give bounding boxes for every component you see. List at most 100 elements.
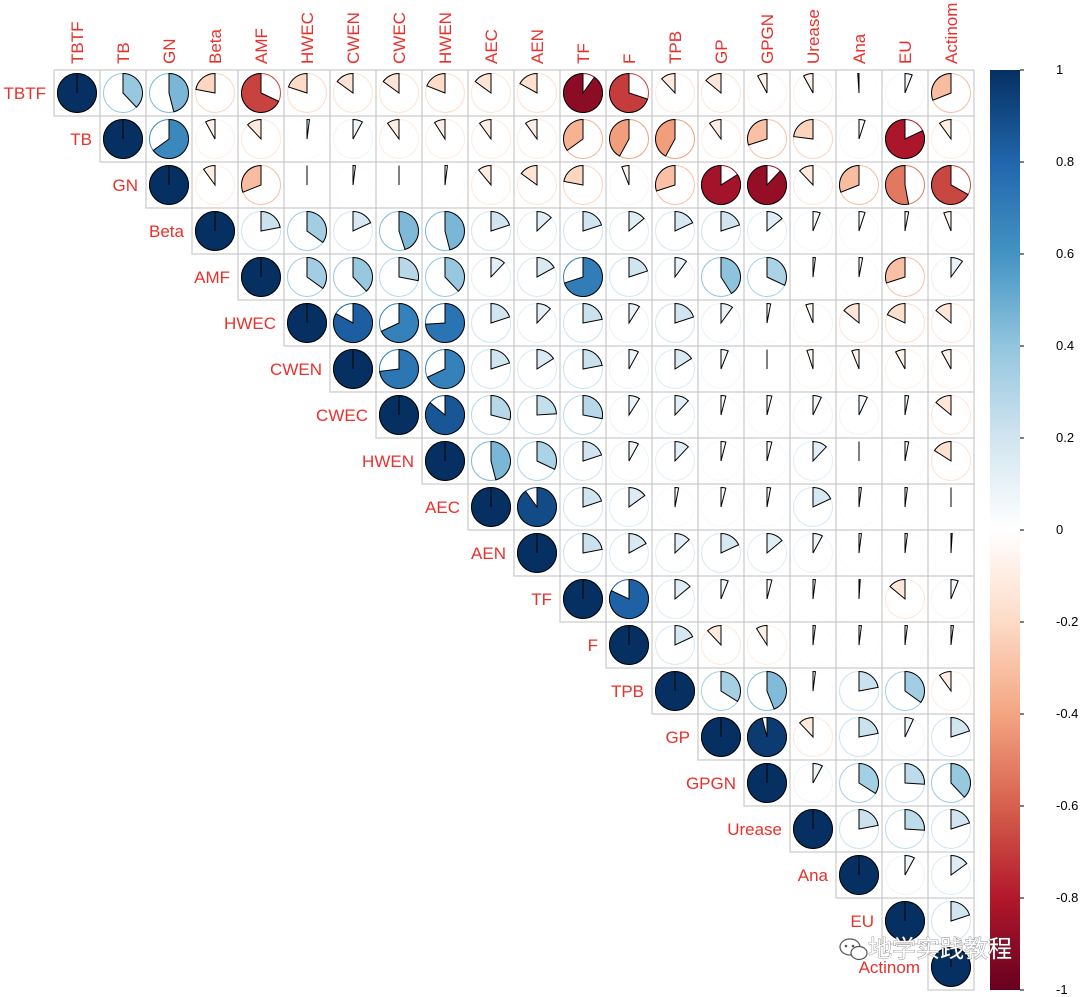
cell-F-GP <box>697 621 745 669</box>
pie-wedge <box>674 624 694 646</box>
cell-TPB-Urease <box>789 667 837 715</box>
cell-CWEN-CWEN <box>329 345 377 393</box>
pie-wedge <box>490 256 506 279</box>
row-label-CWEC: CWEC <box>316 406 368 425</box>
cell-Urease-Ana <box>835 805 883 853</box>
cell-TF-TF <box>559 575 607 623</box>
cell-HWEC-AEC <box>467 299 515 347</box>
pie-wedge <box>857 72 860 94</box>
pie-wedge <box>950 624 954 646</box>
pie-wedge <box>950 716 971 738</box>
cell-GN-Beta <box>191 161 239 209</box>
cell-TB-AEN <box>513 115 561 163</box>
pie-wedge <box>490 210 511 232</box>
pie-wedge <box>858 670 879 692</box>
pie-wedge <box>352 256 373 292</box>
row-label-AEN: AEN <box>471 544 506 563</box>
row-label-Urease: Urease <box>727 820 782 839</box>
pie-wedge <box>933 440 952 462</box>
col-label-AEC: AEC <box>482 29 501 64</box>
pie-wedge <box>524 118 538 141</box>
cell-AEN-EU <box>881 529 929 577</box>
col-label-F: F <box>620 54 639 64</box>
pie-wedge <box>766 394 773 416</box>
pie-wedge <box>756 72 768 94</box>
pie-wedge <box>812 578 816 600</box>
pie-wedge <box>904 532 908 554</box>
row-label-AEC: AEC <box>425 498 460 517</box>
cell-TB-GP <box>697 115 745 163</box>
cell-CWEC-F <box>605 391 653 439</box>
col-label-AEN: AEN <box>528 29 547 64</box>
pie-wedge <box>536 348 555 370</box>
colorbar-tick-label: 0 <box>1056 522 1063 537</box>
colorbar-tick-label: 0.8 <box>1056 154 1074 169</box>
cell-HWEC-CWEN <box>329 299 377 347</box>
cell-TBTF-AEN <box>513 69 561 117</box>
cell-HWEC-HWEN <box>421 299 469 347</box>
pie-wedge <box>426 348 465 389</box>
cell-CWEN-F <box>605 345 653 393</box>
pie-wedge <box>241 72 280 113</box>
cell-HWEN-EU <box>881 437 929 485</box>
pie-wedge <box>805 302 814 324</box>
cell-TF-Ana <box>835 575 883 623</box>
cell-CWEC-AEC <box>467 391 515 439</box>
cell-HWEC-Urease <box>789 299 837 347</box>
pie-wedge <box>858 532 862 554</box>
cell-Beta-F <box>605 207 653 255</box>
cell-AEN-Actinom <box>927 529 975 577</box>
cell-GP-Actinom <box>927 713 975 761</box>
cell-Beta-AEC <box>467 207 515 255</box>
pie-wedge <box>582 302 603 324</box>
cell-TF-GP <box>697 575 745 623</box>
cell-GP-EU <box>881 713 929 761</box>
cell-TBTF-HWEC <box>283 69 331 117</box>
col-label-TB: TB <box>114 42 133 64</box>
cell-AEN-GP <box>697 529 745 577</box>
cell-GN-GPGN <box>743 161 791 209</box>
cell-TPB-EU <box>881 667 929 715</box>
cell-CWEN-Actinom <box>927 345 975 393</box>
pie-wedge <box>858 394 868 416</box>
pie-wedge <box>352 118 364 140</box>
cell-HWEC-HWEC <box>283 299 331 347</box>
cell-CWEN-Urease <box>789 345 837 393</box>
cell-AEC-AEC <box>467 483 515 531</box>
cell-Ana-Actinom <box>927 851 975 899</box>
pie-wedge <box>885 256 906 284</box>
cell-Actinom-Actinom <box>927 943 975 991</box>
pie-wedge <box>858 118 866 140</box>
col-label-GN: GN <box>160 39 179 65</box>
pie-wedge <box>168 72 189 113</box>
cell-Ana-Ana <box>835 851 883 899</box>
row-label-CWEN: CWEN <box>270 360 322 379</box>
pie-wedge <box>904 210 910 232</box>
pie-wedge <box>935 302 952 325</box>
pie-wedge <box>582 210 603 232</box>
pie-wedge <box>904 624 908 646</box>
pie-wedge <box>851 348 860 370</box>
pie-wedge <box>444 256 465 292</box>
cell-AMF-TPB <box>651 253 699 301</box>
cell-AMF-AEC <box>467 253 515 301</box>
pie-wedge <box>674 532 690 555</box>
pie-wedge <box>720 532 740 554</box>
cell-GN-CWEN <box>329 161 377 209</box>
pie-wedge <box>746 716 787 757</box>
pie-wedge <box>426 72 446 94</box>
cell-Beta-GP <box>697 207 745 255</box>
cell-CWEN-AEN <box>513 345 561 393</box>
cell-GN-AEN <box>513 161 561 209</box>
cell-CWEC-TF <box>559 391 607 439</box>
pie-wedge <box>931 72 952 101</box>
cell-Beta-CWEN <box>329 207 377 255</box>
pie-wedge <box>950 762 971 798</box>
pie-wedge <box>720 348 729 370</box>
pie-wedge <box>904 440 910 462</box>
cell-TBTF-CWEN <box>329 69 377 117</box>
cell-Beta-Beta <box>191 207 239 255</box>
cell-AEN-F <box>605 529 653 577</box>
cell-TPB-Ana <box>835 667 883 715</box>
cell-CWEN-GPGN <box>743 345 791 393</box>
